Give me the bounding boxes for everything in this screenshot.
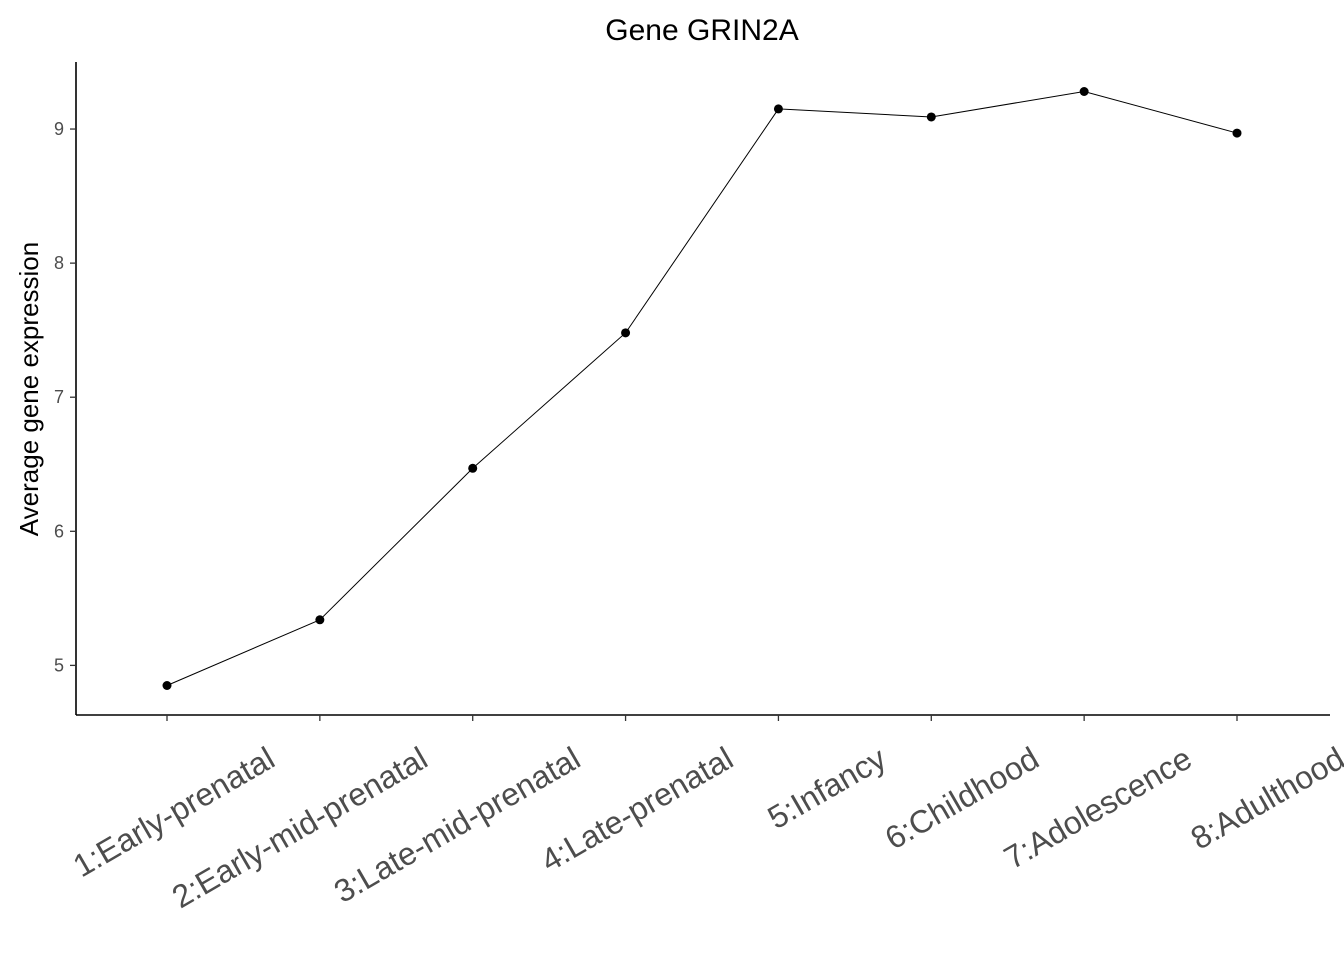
data-point <box>315 615 325 625</box>
x-ticks: 1:Early-prenatal2:Early-mid-prenatal3:La… <box>67 715 1344 915</box>
data-point <box>773 104 783 114</box>
data-point <box>162 681 172 691</box>
y-tick-label: 6 <box>54 521 64 541</box>
series-line <box>166 90 1238 686</box>
data-point <box>1079 86 1089 96</box>
data-point <box>468 463 478 473</box>
x-tick-label: 5:Infancy <box>761 740 891 836</box>
x-tick-label: 8:Adulthood <box>1185 740 1344 857</box>
y-axis-label: Average gene expression <box>14 242 44 536</box>
y-tick-label: 7 <box>54 387 64 407</box>
data-point <box>1232 128 1242 138</box>
x-tick-label: 3:Late-mid-prenatal <box>328 740 586 910</box>
data-points <box>162 86 1242 691</box>
y-tick-label: 8 <box>54 253 64 273</box>
y-tick-label: 5 <box>54 655 64 675</box>
chart-title: Gene GRIN2A <box>605 14 798 47</box>
y-ticks: 5 6 7 8 9 <box>54 119 76 675</box>
x-tick-label: 2:Early-mid-prenatal <box>166 740 434 915</box>
data-point <box>621 328 631 338</box>
data-point <box>926 112 936 122</box>
y-tick-label: 9 <box>54 119 64 139</box>
